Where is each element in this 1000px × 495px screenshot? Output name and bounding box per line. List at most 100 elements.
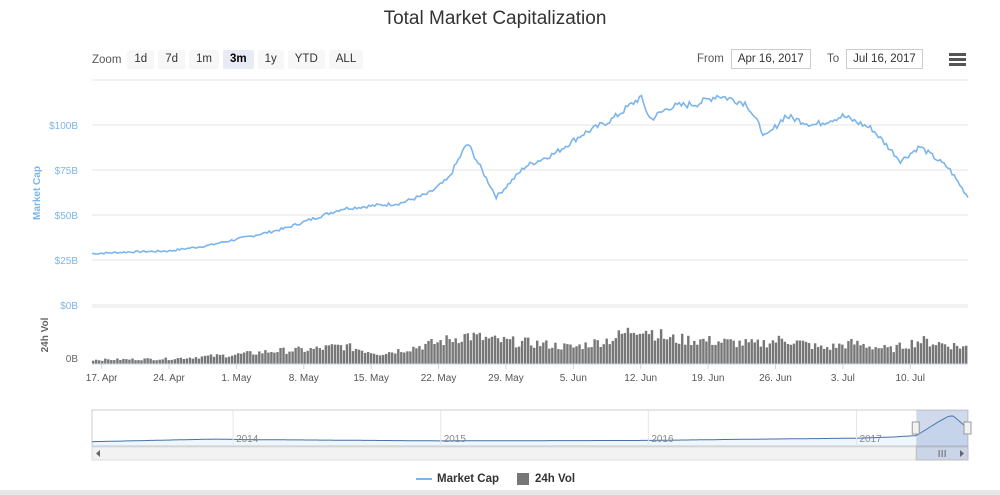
x-axis-ticks: 17. Apr 24. Apr 1. May 8. May 15. May 22. May… [86, 364, 925, 384]
volume-bar [433, 344, 436, 364]
volume-bar [750, 339, 753, 364]
x-tick-label: 5. Jun [560, 373, 587, 384]
volume-bar [934, 345, 938, 364]
date-range-from: From Apr 16, 2017 [697, 49, 811, 69]
from-date-input[interactable]: Apr 16, 2017 [730, 49, 811, 69]
legend-24h-vol-symbol [517, 473, 529, 485]
volume-bar [520, 340, 524, 364]
volume-bar [110, 360, 113, 364]
scroll-left-arrow-icon [96, 450, 100, 457]
volume-bar [699, 339, 702, 364]
volume-bar [693, 340, 696, 364]
navigator-year-label: 2014 [236, 434, 259, 445]
zoom-all-button[interactable]: ALL [328, 50, 364, 69]
volume-bar [829, 349, 832, 364]
volume-bar [324, 345, 328, 364]
scroll-right-arrow-icon [960, 450, 964, 457]
volume-bar [714, 344, 717, 364]
volume-bar [554, 342, 557, 364]
volume-bar [499, 342, 503, 364]
volume-bar [430, 339, 433, 364]
volume-bar [566, 344, 569, 364]
volume-bar [315, 346, 318, 364]
volume-bar [173, 359, 177, 364]
volume-bar [874, 347, 877, 364]
volume-bar [856, 340, 859, 364]
volume-bar [605, 338, 608, 364]
volume-bar [149, 358, 152, 364]
zoom-1m-button[interactable]: 1m [189, 50, 219, 69]
volume-bar [795, 340, 799, 364]
volume-bar [125, 359, 128, 364]
volume-bar [962, 346, 965, 364]
x-tick-label: 1. May [221, 373, 251, 384]
volume-bar [949, 349, 953, 364]
volume-bar [569, 344, 572, 364]
legend-market-cap-symbol [416, 478, 432, 480]
volume-bar [687, 335, 690, 364]
volume-bar [493, 335, 497, 364]
volume-bar [270, 352, 273, 364]
volume-bar [533, 347, 536, 364]
volume-bar [659, 329, 663, 364]
volume-bar [185, 358, 189, 364]
navigator[interactable]: 2014 2015 2016 2017 [91, 409, 972, 461]
volume-bar [502, 336, 506, 364]
zoom-7d-button[interactable]: 7d [158, 50, 185, 69]
volume-bar [798, 340, 802, 364]
volume-bar [200, 356, 204, 364]
volume-bar [705, 341, 708, 364]
zoom-1y-button[interactable]: 1y [257, 50, 284, 69]
volume-bar [179, 357, 183, 364]
volume-bar [530, 345, 533, 364]
navigator-line [91, 415, 969, 443]
from-label: From [697, 53, 724, 65]
zoom-ytd-button[interactable]: YTD [287, 50, 325, 69]
volume-bar [804, 341, 808, 364]
volume-bar [98, 360, 101, 364]
volume-bar [339, 345, 343, 364]
zoom-3m-button[interactable]: 3m [222, 50, 254, 69]
zoom-1d-button[interactable]: 1d [127, 50, 155, 69]
volume-bar [182, 359, 186, 364]
volume-bar [838, 343, 841, 364]
volume-bar [847, 341, 850, 364]
volume-bar [170, 359, 173, 364]
volume-bar [224, 357, 228, 364]
volume-bar [327, 345, 331, 364]
hamburger-menu-icon[interactable] [949, 53, 966, 66]
volume-bar [385, 353, 388, 364]
volume-bar [442, 345, 445, 364]
volume-bar [484, 336, 488, 364]
volume-bar [823, 348, 826, 364]
market-cap-series [91, 94, 969, 256]
volume-bar [312, 348, 315, 364]
volume-bar [460, 341, 463, 364]
x-tick-label: 26. Jun [759, 373, 792, 384]
volume-bar [759, 346, 763, 364]
volume-bar [865, 347, 868, 364]
volume-bar [255, 354, 258, 364]
volume-bar [514, 347, 518, 364]
legend-24h-vol[interactable]: 24h Vol [535, 473, 576, 485]
volume-bar [789, 344, 793, 364]
volume-bar [783, 341, 787, 364]
volume-bar [505, 338, 509, 364]
navigator-year-label: 2015 [444, 434, 467, 445]
volume-bar [330, 344, 334, 364]
volume-bar [508, 339, 512, 364]
volume-bar [820, 345, 823, 364]
volume-bar [128, 359, 131, 364]
to-date-input[interactable]: Jul 16, 2017 [846, 49, 923, 69]
volume-bar [394, 353, 397, 364]
volume-bar [427, 340, 430, 364]
volume-bar [545, 340, 548, 364]
volume-bar [539, 346, 542, 364]
volume-bar [862, 343, 865, 364]
volume-bar [801, 340, 805, 364]
volume-bar [901, 348, 904, 364]
legend-market-cap[interactable]: Market Cap [437, 473, 499, 485]
navigator-handle [963, 421, 972, 435]
volume-bar [131, 358, 134, 364]
volume-bar [466, 333, 470, 364]
